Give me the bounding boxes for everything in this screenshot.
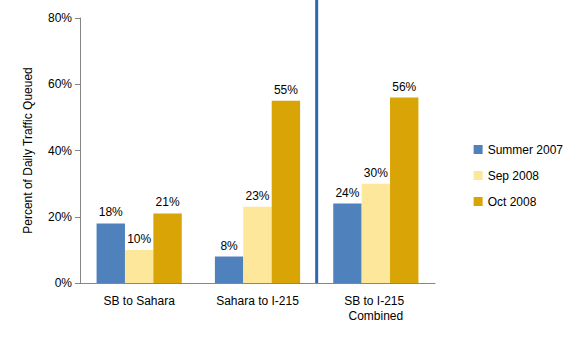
svg-text:Combined: Combined [348, 309, 403, 323]
svg-text:60%: 60% [48, 77, 72, 91]
svg-text:23%: 23% [245, 189, 269, 203]
svg-text:24%: 24% [335, 186, 359, 200]
svg-text:0%: 0% [55, 276, 73, 290]
svg-text:SB to I-215: SB to I-215 [344, 294, 407, 308]
svg-text:40%: 40% [48, 144, 72, 158]
svg-text:55%: 55% [274, 83, 298, 97]
svg-text:30%: 30% [364, 166, 388, 180]
svg-text:80%: 80% [48, 11, 72, 25]
svg-text:18%: 18% [99, 205, 123, 219]
svg-text:56%: 56% [392, 80, 416, 94]
svg-text:Oct 2008: Oct 2008 [488, 195, 537, 209]
svg-text:SB to Sahara: SB to Sahara [103, 294, 175, 308]
svg-text:Summer 2007: Summer 2007 [488, 143, 564, 157]
svg-text:Sahara to I-215: Sahara to I-215 [216, 294, 299, 308]
svg-text:21%: 21% [156, 195, 180, 209]
svg-text:8%: 8% [220, 239, 238, 253]
svg-text:Sep 2008: Sep 2008 [488, 169, 540, 183]
svg-text:10%: 10% [127, 232, 151, 246]
svg-text:20%: 20% [48, 210, 72, 224]
svg-text:Percent of Daily Traffic Queue: Percent of Daily Traffic Queued [21, 67, 35, 234]
